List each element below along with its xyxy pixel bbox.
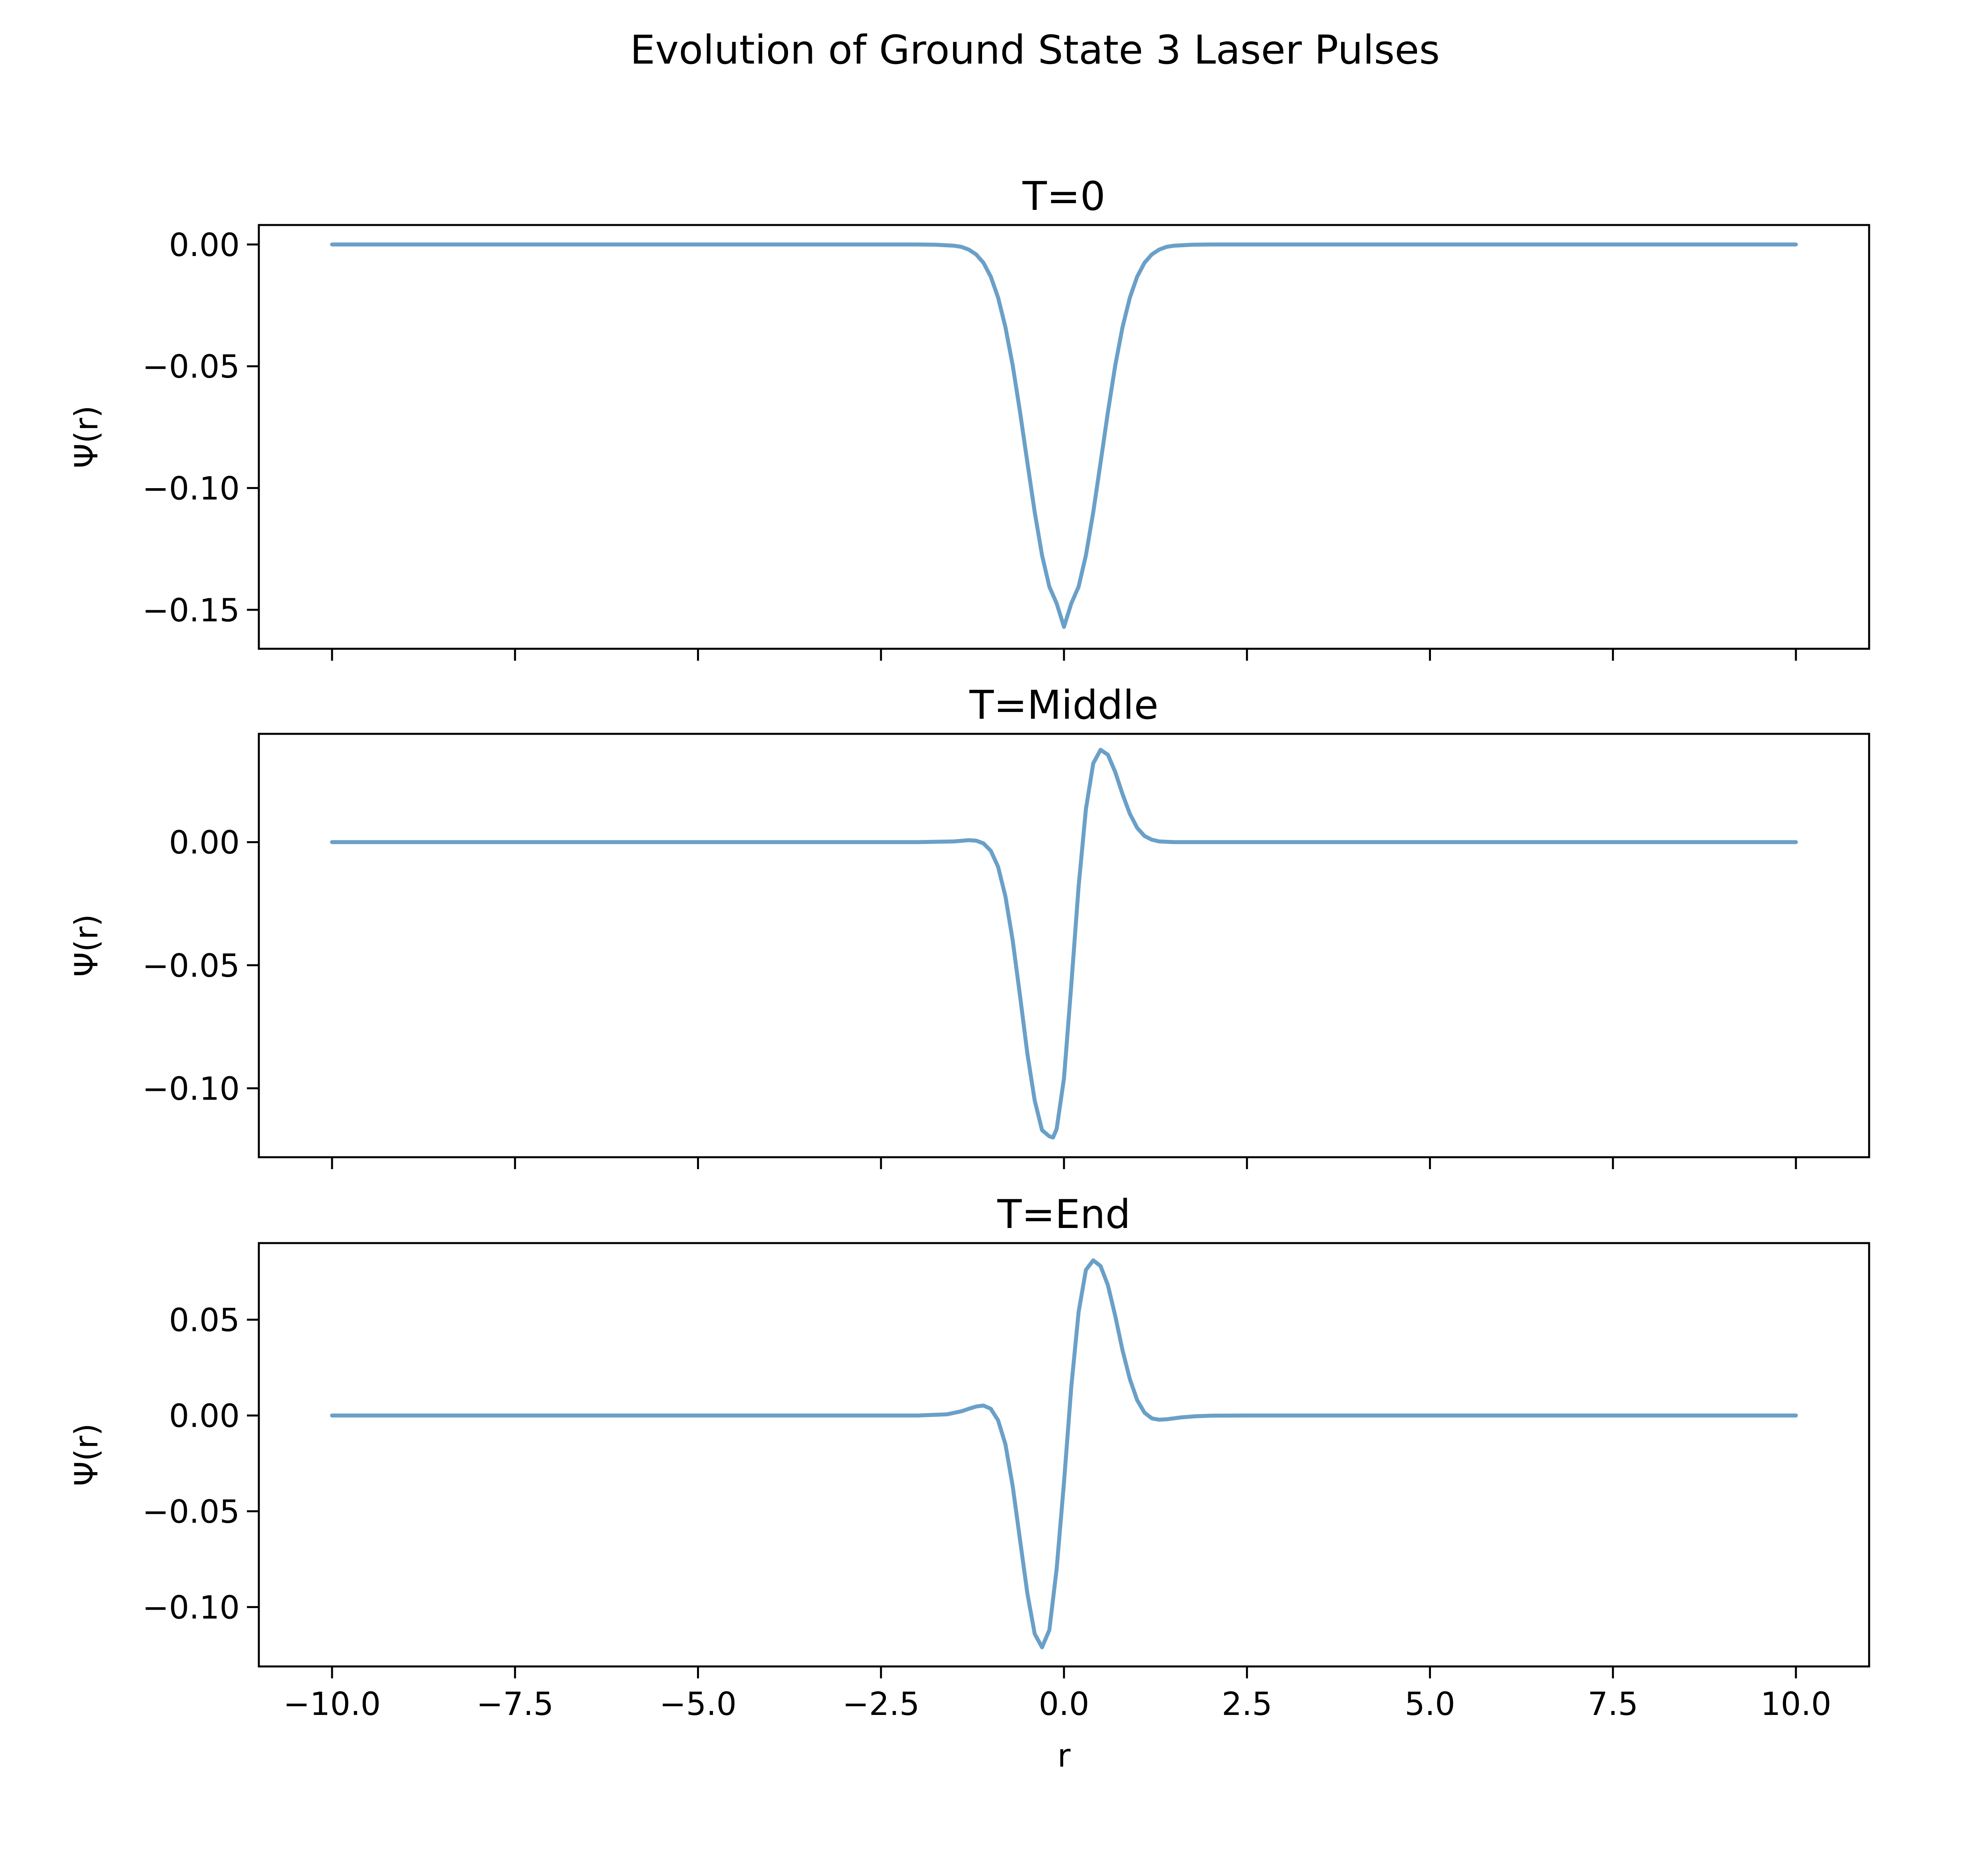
figure-title: Evolution of Ground State 3 Laser Pulses (630, 27, 1440, 73)
y-tick-label: 0.05 (169, 1302, 240, 1339)
series-line (330, 242, 1798, 629)
x-tick-label: 5.0 (1405, 1686, 1455, 1723)
chart-panel-2: T=Middle 0.00 −0.05 −0.10 Ψ(r) (68, 682, 1870, 1169)
y-axis-label: Ψ(r) (68, 1423, 105, 1486)
y-axis-label: Ψ(r) (68, 405, 105, 468)
y-tick-label: −0.10 (142, 1589, 240, 1626)
y-tick-label: −0.10 (142, 1070, 240, 1107)
x-tick-label: −5.0 (659, 1686, 736, 1723)
y-tick-label: −0.10 (142, 470, 240, 507)
x-tick-label: −2.5 (843, 1686, 920, 1723)
chart-panels: T=0 0.00 −0.05 −0.10 −0.15 Ψ(r) T=Middle 0.00 −0… (68, 173, 1870, 1774)
x-axis-label: r (1058, 1737, 1071, 1774)
x-tick-label: −10.0 (283, 1686, 381, 1723)
y-tick-label: −0.15 (142, 592, 240, 629)
series-line (330, 748, 1798, 1140)
panel-title: T=Middle (969, 682, 1158, 728)
x-tick-label: 2.5 (1222, 1686, 1272, 1723)
panel-title: T=End (997, 1191, 1131, 1238)
y-axis-label: Ψ(r) (68, 914, 105, 977)
x-tick-label: −7.5 (476, 1686, 553, 1723)
x-tick-label: 7.5 (1588, 1686, 1638, 1723)
y-tick-label: −0.05 (142, 1493, 240, 1530)
x-tick-label: 0.0 (1039, 1686, 1089, 1723)
y-tick-label: 0.00 (169, 824, 240, 861)
series-line (330, 1258, 1798, 1649)
y-tick-label: 0.00 (169, 1398, 240, 1435)
chart-panel-1: T=0 0.00 −0.05 −0.10 −0.15 Ψ(r) (68, 173, 1870, 661)
x-tick-label: 10.0 (1761, 1686, 1831, 1723)
panel-title: T=0 (1022, 173, 1106, 219)
y-tick-label: 0.00 (169, 227, 240, 264)
chart-panel-3: T=End 0.05 0.00 −0.05 −0.10 −10.0 −7.5 −5.0 −2.5… (68, 1191, 1870, 1774)
y-tick-label: −0.05 (142, 348, 240, 385)
y-tick-label: −0.05 (142, 947, 240, 984)
